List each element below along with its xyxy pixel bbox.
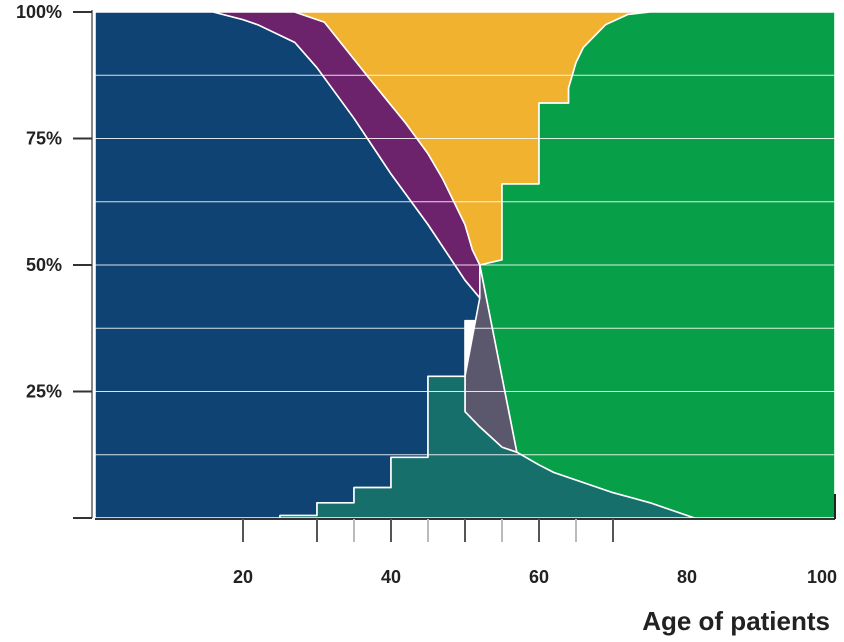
y-tick-label: 100% <box>16 2 62 22</box>
x-tick-label: 80 <box>677 567 697 587</box>
gridlines <box>95 74 835 456</box>
x-axis-label: Age of patients <box>642 606 830 636</box>
x-tick-label: 20 <box>233 567 253 587</box>
region-5 <box>279 375 696 519</box>
x-tick-labels: 20 40 60 80 100 <box>233 567 837 587</box>
y-tick-label: 75% <box>26 129 62 149</box>
x-tick-label: 60 <box>529 567 549 587</box>
y-tick-labels: 25% 50% 75% 100% <box>16 2 62 402</box>
y-tick-label: 25% <box>26 382 62 402</box>
y-tick-label: 50% <box>26 255 62 275</box>
x-tick-label: 100 <box>807 567 837 587</box>
x-tick-label: 40 <box>381 567 401 587</box>
axes <box>73 10 836 542</box>
